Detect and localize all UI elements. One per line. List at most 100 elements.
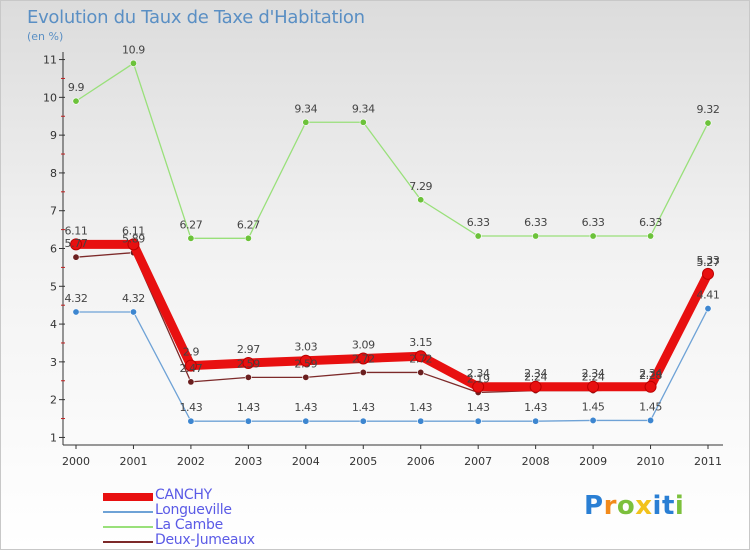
data-point-longueville	[589, 416, 597, 424]
data-point-longueville	[532, 417, 540, 425]
x-tick-label: 2002	[177, 455, 205, 468]
data-label-la-cambe: 9.9	[68, 81, 85, 94]
data-point-deux-jumeaux	[187, 378, 195, 386]
y-tick-label: 6	[50, 243, 57, 256]
data-point-longueville	[704, 305, 712, 313]
data-label-longueville: 1.45	[639, 400, 662, 413]
data-label-la-cambe: 6.33	[524, 216, 547, 229]
data-point-deux-jumeaux	[302, 373, 310, 381]
data-point-canchy	[299, 354, 312, 367]
data-label-deux-jumeaux: 2.28	[639, 369, 662, 382]
data-point-longueville	[129, 308, 137, 316]
data-label-canchy: 2.97	[237, 343, 260, 356]
data-labels-layer: 9.9 10.9 6.27 6.27 9.34 9.34 7.29 6.33 6.33 6.33 6…	[65, 43, 721, 414]
legend-item-longueville: Longueville	[103, 502, 423, 518]
data-point-canchy	[529, 380, 542, 393]
data-label-deux-jumeaux: 2.47	[179, 362, 202, 375]
data-label-la-cambe: 6.33	[582, 216, 605, 229]
y-tick-label: 10	[43, 91, 57, 104]
data-label-longueville: 1.43	[524, 401, 547, 414]
data-point-la-cambe	[589, 232, 597, 240]
data-label-canchy: 2.34	[467, 367, 490, 380]
data-label-deux-jumeaux: 2.24	[582, 371, 605, 384]
x-tick-label: 2006	[407, 455, 435, 468]
data-label-la-cambe: 6.27	[237, 218, 260, 231]
data-point-canchy	[472, 380, 485, 393]
x-tick-label: 2003	[234, 455, 262, 468]
chart-unit-label: (en %)	[27, 30, 64, 43]
logo-letter: o	[616, 491, 636, 521]
data-label-deux-jumeaux: 5.89	[122, 233, 145, 246]
data-label-deux-jumeaux: 2.59	[294, 357, 317, 370]
data-point-longueville	[647, 416, 655, 424]
legend-swatch	[103, 511, 153, 513]
logo-letter: r	[603, 491, 617, 521]
data-label-la-cambe: 7.29	[409, 180, 432, 193]
y-tick-label: 7	[50, 205, 57, 218]
y-tick-label: 3	[50, 356, 57, 369]
x-tick-label: 2010	[637, 455, 665, 468]
legend-item-canchy: CANCHY	[103, 487, 423, 503]
x-tick-label: 2000	[62, 455, 90, 468]
data-label-canchy: 3.15	[409, 336, 432, 349]
data-point-la-cambe	[129, 59, 137, 67]
data-point-deux-jumeaux	[72, 253, 80, 261]
x-tick-label: 2007	[464, 455, 492, 468]
legend-item-la-cambe: La Cambe	[103, 517, 423, 533]
data-point-longueville	[474, 417, 482, 425]
data-label-longueville: 1.43	[294, 401, 317, 414]
data-label-canchy: 2.34	[582, 367, 605, 380]
data-label-deux-jumeaux: 2.24	[524, 371, 547, 384]
legend-swatch	[103, 541, 153, 543]
data-label-canchy: 2.9	[183, 346, 200, 359]
y-tick-label: 4	[50, 318, 57, 331]
y-tick-label: 2	[50, 394, 57, 407]
data-label-canchy: 3.09	[352, 338, 375, 351]
data-label-longueville: 1.43	[409, 401, 432, 414]
y-tick-label: 9	[50, 129, 57, 142]
data-label-deux-jumeaux: 2.19	[467, 372, 490, 385]
data-point-longueville	[244, 417, 252, 425]
data-point-la-cambe	[72, 97, 80, 105]
y-tick-label: 1	[50, 431, 57, 444]
logo-letter: i	[674, 491, 685, 521]
logo-letter: t	[661, 491, 675, 521]
data-label-la-cambe: 10.9	[122, 43, 145, 56]
data-label-deux-jumeaux: 2.72	[409, 352, 432, 365]
data-label-longueville: 1.43	[467, 401, 490, 414]
proxiti-logo: Proxiti	[584, 491, 684, 521]
data-label-canchy: 6.11	[122, 224, 145, 237]
data-label-la-cambe: 6.33	[639, 216, 662, 229]
data-label-la-cambe: 9.32	[697, 103, 720, 116]
data-point-longueville	[417, 417, 425, 425]
x-tick-label: 2011	[694, 455, 722, 468]
legend-label: La Cambe	[155, 517, 223, 533]
legend-label: CANCHY	[155, 487, 212, 503]
x-tick-label: 2008	[522, 455, 550, 468]
legend-label: Longueville	[155, 502, 232, 518]
data-point-canchy	[414, 350, 427, 363]
data-label-la-cambe: 6.33	[467, 216, 490, 229]
data-label-la-cambe: 9.34	[294, 102, 317, 115]
data-label-deux-jumeaux: 2.72	[352, 352, 375, 365]
x-tick-label: 2004	[292, 455, 320, 468]
data-label-canchy: 3.03	[294, 341, 317, 354]
data-point-deux-jumeaux	[244, 373, 252, 381]
data-point-deux-jumeaux	[417, 368, 425, 376]
data-label-deux-jumeaux: 2.59	[237, 357, 260, 370]
data-point-la-cambe	[532, 232, 540, 240]
x-tick-label: 2009	[579, 455, 607, 468]
data-point-deux-jumeaux	[359, 368, 367, 376]
data-label-canchy: 2.34	[639, 367, 662, 380]
data-point-longueville	[72, 308, 80, 316]
data-label-la-cambe: 9.34	[352, 102, 375, 115]
data-label-longueville: 4.32	[65, 292, 88, 305]
data-point-la-cambe	[187, 234, 195, 242]
data-point-longueville	[187, 417, 195, 425]
data-point-la-cambe	[474, 232, 482, 240]
data-label-canchy: 6.11	[65, 224, 88, 237]
data-point-la-cambe	[704, 119, 712, 127]
data-point-la-cambe	[244, 234, 252, 242]
